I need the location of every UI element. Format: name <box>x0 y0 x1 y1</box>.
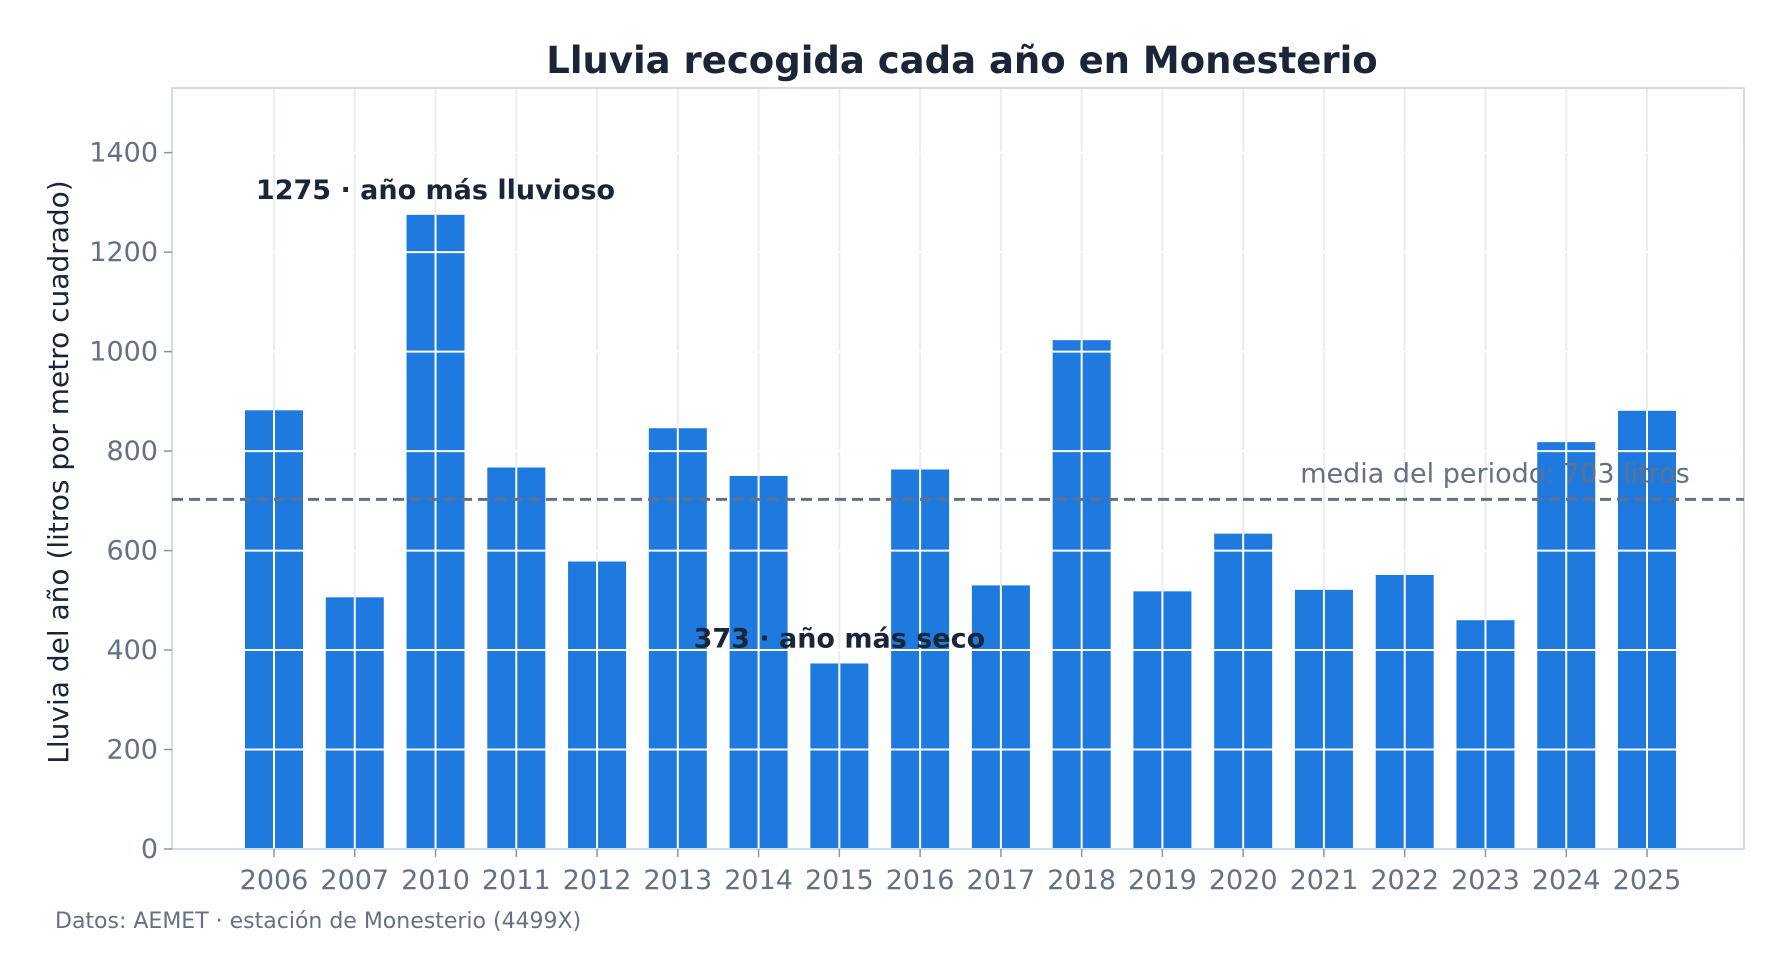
gridlines-over-bars <box>172 151 1744 850</box>
x-tick-label: 2013 <box>643 865 712 896</box>
x-tick-label: 2017 <box>967 865 1036 896</box>
x-tick-label: 2021 <box>1290 865 1359 896</box>
x-tick-label: 2023 <box>1451 865 1520 896</box>
x-tick-label: 2024 <box>1532 865 1601 896</box>
y-tick-label: 0 <box>141 834 158 865</box>
y-tick-label: 600 <box>106 536 158 567</box>
x-tick-label: 2016 <box>886 865 955 896</box>
annotations: 1275 · año más lluvioso 373 · año más sec… <box>256 175 985 655</box>
source-note: Datos: AEMET · estación de Monesterio (4… <box>55 909 581 934</box>
x-tick-label: 2010 <box>401 865 470 896</box>
x-tick-label: 2019 <box>1128 865 1197 896</box>
y-tick-label: 200 <box>106 735 158 766</box>
y-tick-label: 1400 <box>89 138 158 169</box>
plot-frame <box>171 87 1745 850</box>
y-tick-label: 400 <box>106 635 158 666</box>
y-tick-label: 1000 <box>89 337 158 368</box>
average-reference-label: media del periodo: 703 litros <box>1300 458 1690 489</box>
x-tick-label: 2025 <box>1613 865 1682 896</box>
x-tick-label: 2018 <box>1047 865 1116 896</box>
x-tick-label: 2006 <box>240 865 309 896</box>
x-tick-label: 2014 <box>724 865 793 896</box>
bars <box>245 214 1676 850</box>
x-tick-label: 2011 <box>482 865 551 896</box>
y-axis-label: Lluvia del año (litros por metro cuadrad… <box>42 180 75 763</box>
x-tick-label: 2022 <box>1370 865 1439 896</box>
annotation-2015: 373 · año más seco <box>694 623 986 654</box>
x-tick-label: 2015 <box>805 865 874 896</box>
x-tick-label: 2012 <box>563 865 632 896</box>
axis-ticks: 0 200 400 600 800 1000 1200 1400 2006 2007 2010 201… <box>89 138 1681 896</box>
y-tick-label: 800 <box>106 436 158 467</box>
y-tick-label: 1200 <box>89 237 158 268</box>
chart-title: Lluvia recogida cada año en Monesterio <box>546 39 1377 82</box>
x-tick-label: 2020 <box>1209 865 1278 896</box>
annotation-2010: 1275 · año más lluvioso <box>256 175 615 206</box>
x-tick-label: 2007 <box>320 865 389 896</box>
